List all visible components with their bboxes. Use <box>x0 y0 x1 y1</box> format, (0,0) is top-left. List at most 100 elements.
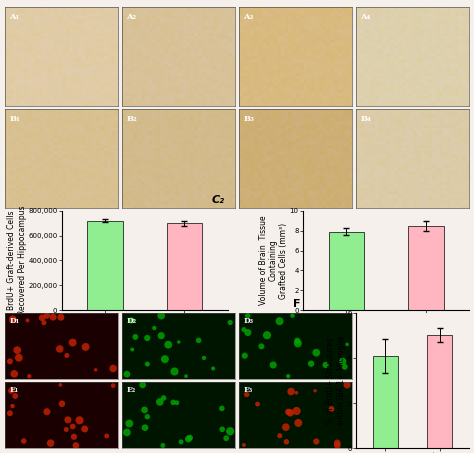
Point <box>312 349 320 357</box>
Point <box>263 332 271 339</box>
Bar <box>373 356 398 448</box>
Point <box>139 381 146 389</box>
Text: F: F <box>293 299 301 309</box>
Point <box>307 360 315 367</box>
Point <box>156 398 164 405</box>
Point <box>222 434 230 442</box>
Point <box>219 426 226 433</box>
Point <box>8 387 15 394</box>
Point <box>141 406 148 414</box>
Point <box>276 432 283 439</box>
Point <box>312 438 320 445</box>
Point <box>151 324 158 332</box>
Point <box>293 337 301 344</box>
Point <box>293 389 301 396</box>
Point <box>227 319 234 326</box>
Point <box>157 332 165 339</box>
Point <box>195 337 202 344</box>
Text: C₂: C₂ <box>211 195 224 205</box>
Point <box>76 417 83 424</box>
Point <box>284 372 292 380</box>
Point <box>70 433 78 440</box>
Text: B₁: B₁ <box>9 115 20 123</box>
Bar <box>87 221 123 310</box>
Point <box>58 400 66 407</box>
Point <box>343 341 351 348</box>
Text: A₂: A₂ <box>126 13 137 21</box>
Point <box>13 347 21 354</box>
Point <box>69 339 76 346</box>
Point <box>294 419 302 427</box>
Point <box>254 400 261 408</box>
Point <box>241 352 248 359</box>
Text: A₄: A₄ <box>360 13 371 21</box>
Point <box>293 407 301 414</box>
Point <box>144 413 151 420</box>
Point <box>69 423 76 430</box>
Point <box>26 372 33 380</box>
Text: E₂: E₂ <box>126 386 136 394</box>
Point <box>276 318 283 325</box>
Point <box>103 432 110 439</box>
Text: B₂: B₂ <box>126 115 137 123</box>
Point <box>24 317 31 324</box>
Point <box>175 338 182 346</box>
Point <box>47 439 55 447</box>
Point <box>173 399 181 406</box>
Point <box>20 438 27 445</box>
Point <box>257 343 265 350</box>
Point <box>343 381 351 389</box>
Y-axis label: BrdU+ Graft-derived Cells
Recovered Per Hippocampus: BrdU+ Graft-derived Cells Recovered Per … <box>8 206 27 315</box>
Point <box>9 402 16 410</box>
Point <box>63 352 71 359</box>
Point <box>286 409 294 416</box>
Text: D₂: D₂ <box>126 317 137 324</box>
Point <box>160 395 167 402</box>
Point <box>184 435 192 443</box>
Point <box>334 442 341 449</box>
Point <box>328 405 335 413</box>
Point <box>182 372 190 380</box>
Point <box>128 346 136 353</box>
Text: E₁: E₁ <box>9 386 18 394</box>
Point <box>38 314 46 321</box>
Point <box>283 438 290 445</box>
Y-axis label: Volume of Brain  Tissue
Containing
Grafted Cells (mm³): Volume of Brain Tissue Containing Grafte… <box>258 216 288 305</box>
Bar <box>328 231 365 310</box>
Point <box>6 358 14 365</box>
Point <box>72 442 80 449</box>
Bar <box>428 335 452 448</box>
Point <box>6 410 14 417</box>
Point <box>339 358 346 365</box>
Point <box>322 361 329 369</box>
Point <box>92 366 100 373</box>
Text: A₁: A₁ <box>9 13 19 21</box>
Point <box>123 429 131 436</box>
Point <box>311 387 319 395</box>
Text: E₃: E₃ <box>243 386 252 394</box>
Point <box>109 382 117 389</box>
Point <box>177 438 185 445</box>
Point <box>63 426 70 433</box>
Point <box>161 356 169 363</box>
Text: A₃: A₃ <box>243 13 254 21</box>
Point <box>240 326 247 333</box>
Point <box>289 312 296 319</box>
Point <box>81 425 89 433</box>
Point <box>186 434 194 441</box>
Point <box>200 354 208 361</box>
Point <box>244 329 252 336</box>
Point <box>57 313 65 321</box>
Point <box>244 312 251 319</box>
Point <box>164 341 172 348</box>
Point <box>218 405 226 412</box>
Point <box>243 391 250 398</box>
Point <box>240 441 247 448</box>
Text: B₃: B₃ <box>243 115 254 123</box>
Point <box>43 408 51 415</box>
Point <box>171 368 178 375</box>
Text: D₃: D₃ <box>243 317 253 324</box>
Point <box>15 354 23 361</box>
Point <box>294 340 301 347</box>
Point <box>109 365 117 372</box>
